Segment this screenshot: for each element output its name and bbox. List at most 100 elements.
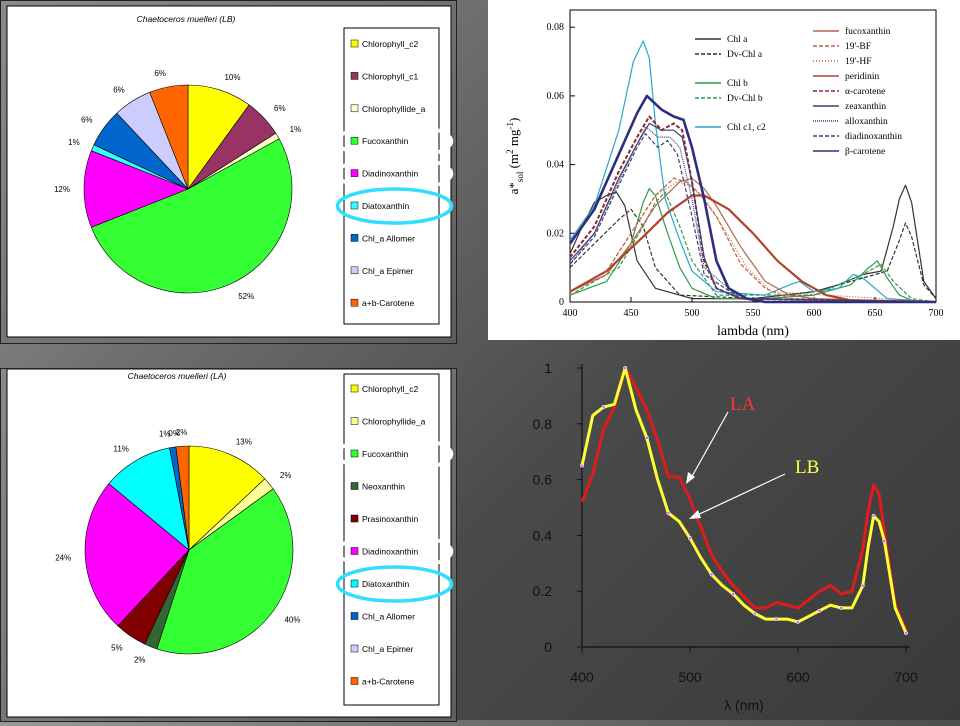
pie-pct-label-chlorophyll-c2: 10% xyxy=(224,73,240,82)
norm-x-tick-label: 700 xyxy=(894,669,918,685)
legend-label-fucoxanthin: Fucoxanthin xyxy=(362,449,409,459)
norm-point-lb xyxy=(666,511,671,515)
legend-swatch-chlorophyll-c2 xyxy=(350,39,359,48)
norm-y-tick-label: 0.4 xyxy=(533,527,553,543)
spectra-series-chl-b xyxy=(569,188,937,303)
legend-label-chlorophyllide-a: Chlorophyllide_a xyxy=(362,104,426,114)
legend-label-diatoxanthin: Diatoxanthin xyxy=(362,201,410,211)
norm-point-lb xyxy=(904,631,908,635)
norm-point-lb xyxy=(882,539,887,543)
pie-pct-label-diadinoxanthin: 12% xyxy=(54,185,70,194)
pie-slice-a-b-carotene xyxy=(175,445,190,551)
legend-swatch-chlorophyllide-a xyxy=(350,104,359,113)
legend-swatch-chl-a-epimer xyxy=(350,644,359,653)
spectra-figure-panel: 400 450 500 550 600 650 700 0 0.02 0.04 0.06 0.08 la… xyxy=(488,0,960,340)
pie-pct-label-fucoxanthin: 52% xyxy=(238,292,254,301)
legend-label-prasinoxanthin: Prasinoxanthin xyxy=(362,514,419,524)
pie-slice-diadinoxanthin xyxy=(84,483,190,627)
pie-pct-label-chl-a-epimer: 0% xyxy=(168,429,180,438)
legend-swatch-diadinoxanthin xyxy=(350,169,359,177)
norm-point-lb xyxy=(688,536,692,541)
spectra-series-diadinoxanthin xyxy=(569,133,937,303)
legend-swatch-chl-a-epimer xyxy=(350,266,359,275)
norm-y-tick-label: 0 xyxy=(544,639,552,655)
spectra-legend-label-chl-c1-c2: Chl c1, c2 xyxy=(727,123,766,133)
spectra-legend-label-dv-chl-b: Dv-Chl b xyxy=(727,94,763,104)
norm-y-tick-label: 0.6 xyxy=(533,472,553,488)
pie-pct-label-fucoxanthin: 40% xyxy=(284,615,300,624)
spectra-chart: 400 450 500 550 600 650 700 0 0.02 0.04 0.06 0.08 la… xyxy=(505,9,944,339)
pie-pct-label-a-b-carotene: 6% xyxy=(154,69,166,78)
norm-point-lb xyxy=(860,583,865,588)
legend-swatch-a-b-carotene xyxy=(350,677,359,685)
spectra-x-tick-label: 650 xyxy=(868,308,883,319)
legend-label-chl-a-epimer: Chl_a Epimer xyxy=(362,644,414,654)
legend-label-a-b-carotene: a+b-Carotene xyxy=(362,298,414,308)
spectra-x-tick-label: 600 xyxy=(807,308,822,319)
spectra-series-alloxanthin xyxy=(569,126,937,303)
norm-point-lb xyxy=(731,592,736,596)
norm-point-lb xyxy=(601,405,606,409)
spectra-legend-label-zeaxanthin: zeaxanthin xyxy=(845,102,886,112)
pie-pct-label-a-b-carotene: 2% xyxy=(176,428,188,437)
pie-title: Chaetoceros muelleri (LA) xyxy=(128,371,227,381)
pie-slice-diadinoxanthin xyxy=(83,150,189,228)
legend-label-chlorophyllide-a: Chlorophyllide_a xyxy=(362,417,426,427)
norm-point-lb xyxy=(623,366,628,370)
spectra-x-tick-label: 500 xyxy=(685,308,700,319)
spectra-series-chl-c1-c2 xyxy=(569,40,937,303)
legend-label-chlorophyll-c1: Chlorophyll_c1 xyxy=(362,71,418,81)
legend-swatch-diatoxanthin xyxy=(350,579,359,588)
spectra-series-dv-chl-a xyxy=(569,208,937,300)
spectra-legend-label-dv-chl-a: Dv-Chl a xyxy=(727,50,763,60)
highlight-ellipse-diatoxanthin xyxy=(335,565,454,603)
legend-label-diatoxanthin: Diatoxanthin xyxy=(362,579,410,589)
norm-x-tick-label: 400 xyxy=(570,669,594,685)
legend-label-diadinoxanthin: Diadinoxanthin xyxy=(362,547,419,557)
legend-swatch-fucoxanthin xyxy=(350,136,359,145)
annotation-la: LA xyxy=(730,394,756,415)
pie-pct-label-chl-a-allomer: 1% xyxy=(159,429,171,438)
pie-panel-la: Chaetoceros muelleri (LA) 13% 2% 40% 2% 5% 24%… xyxy=(0,368,457,722)
pie-slice-fucoxanthin xyxy=(156,488,294,655)
annotation-lb: LB xyxy=(795,457,819,478)
spectra-legend-label-carotene: β-carotene xyxy=(845,147,885,157)
pie-legend-box xyxy=(343,27,440,325)
spectra-legend-label-chl-a: Chl a xyxy=(727,35,748,45)
spectra-series-19-hf xyxy=(569,181,937,303)
spectra-y-tick-label: 0.06 xyxy=(547,91,565,102)
pie-title: Chaetoceros muelleri (LB) xyxy=(137,14,236,24)
pie-pct-label-chlorophyllide-a: 2% xyxy=(280,471,292,480)
norm-point-lb xyxy=(644,435,649,440)
pie-slice-fucoxanthin xyxy=(90,138,293,294)
legend-label-neoxanthin: Neoxanthin xyxy=(362,482,405,492)
spectra-series-fucoxanthin xyxy=(569,177,937,303)
spectra-series-peridinin xyxy=(569,194,937,304)
spectra-x-tick-label: 700 xyxy=(929,308,944,319)
legend-swatch-a-b-carotene xyxy=(350,298,359,307)
legend-swatch-prasinoxanthin xyxy=(350,514,359,523)
norm-y-tick-label: 1 xyxy=(544,360,552,376)
spectra-legend-label-alloxanthin: alloxanthin xyxy=(845,117,888,127)
legend-swatch-diatoxanthin xyxy=(350,201,359,210)
spectra-series-dv-chl-b xyxy=(569,191,937,303)
highlight-ellipse-fucoxanthin xyxy=(335,435,454,473)
pie-chart-lb: Chaetoceros muelleri (LB) 10% 6% 1% 52% 12% 1%… xyxy=(6,5,454,338)
spectra-series-chl-a xyxy=(569,184,937,300)
norm-y-tick-label: 0.2 xyxy=(533,583,553,599)
legend-label-diadinoxanthin: Diadinoxanthin xyxy=(362,169,419,179)
pie-pct-label-diadinoxanthin: 24% xyxy=(55,553,71,562)
legend-swatch-chl-a-allomer xyxy=(350,234,359,242)
pie-slice-chlorophyll-c2 xyxy=(188,445,266,551)
norm-point-lb xyxy=(871,513,876,518)
legend-label-chl-a-allomer: Chl_a Allomer xyxy=(362,233,415,243)
spectra-legend-label-fucoxanthin: fucoxanthin xyxy=(845,26,891,37)
norm-point-lb xyxy=(709,572,714,577)
norm-y-tick-label: 0.8 xyxy=(533,416,553,432)
norm-x-tick-label: 500 xyxy=(678,669,702,685)
legend-label-a-b-carotene: a+b-Carotene xyxy=(362,677,414,687)
annotation-la-arrowhead xyxy=(686,472,695,484)
pie-pct-label-diatoxanthin: 1% xyxy=(68,138,80,147)
spectra-y-tick-label: 0.04 xyxy=(547,160,565,171)
annotation-la-arrow xyxy=(689,411,729,481)
